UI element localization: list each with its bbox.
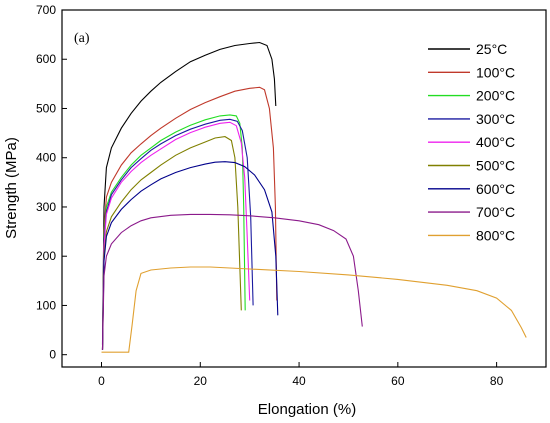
x-tick-label-1: 20 xyxy=(194,374,208,388)
series-line-0 xyxy=(101,41,277,345)
legend-label-8: 800°C xyxy=(476,227,515,243)
y-tick-label-2: 200 xyxy=(36,249,56,263)
series-line-4 xyxy=(101,121,251,350)
y-tick-label-3: 300 xyxy=(36,200,56,214)
y-tick-label-7: 700 xyxy=(36,3,56,17)
legend-label-4: 400°C xyxy=(476,134,515,150)
x-axis-title: Elongation (%) xyxy=(258,401,356,418)
y-tick-label-0: 0 xyxy=(49,348,56,362)
plot-frame xyxy=(61,9,547,368)
legend-label-6: 600°C xyxy=(476,181,515,197)
legend-label-0: 25°C xyxy=(476,41,507,57)
panel-label: (a) xyxy=(74,31,90,46)
x-tick-label-4: 80 xyxy=(490,374,504,388)
plot-area xyxy=(101,41,527,353)
x-tick-label-0: 0 xyxy=(98,374,105,388)
legend-label-7: 700°C xyxy=(476,204,515,220)
y-tick-label-1: 100 xyxy=(36,298,56,312)
series-line-8 xyxy=(101,266,527,353)
y-tick-label-4: 400 xyxy=(36,151,56,165)
legend: 25°C 100°C 200°C 300°C 400°C 500°C 600°C 700°C 8… xyxy=(428,41,515,243)
y-axis-title: Strength (MPa) xyxy=(3,137,20,239)
series-line-7 xyxy=(101,213,363,350)
x-tick-label-2: 40 xyxy=(292,374,306,388)
y-tick-label-6: 600 xyxy=(36,52,56,66)
y-tick-label-5: 500 xyxy=(36,101,56,115)
legend-label-2: 200°C xyxy=(476,88,515,104)
series-line-6 xyxy=(101,161,279,350)
series-line-5 xyxy=(101,136,242,350)
legend-label-5: 500°C xyxy=(476,158,515,174)
x-tick-label-3: 60 xyxy=(391,374,405,388)
axis-ticks: 0 20 40 60 80 0 100 200 300 400 500 600 700 xyxy=(36,3,504,388)
series-line-1 xyxy=(101,86,278,350)
series-line-2 xyxy=(101,114,246,350)
legend-label-3: 300°C xyxy=(476,111,515,127)
legend-label-1: 100°C xyxy=(476,64,515,80)
series-line-3 xyxy=(101,118,254,350)
